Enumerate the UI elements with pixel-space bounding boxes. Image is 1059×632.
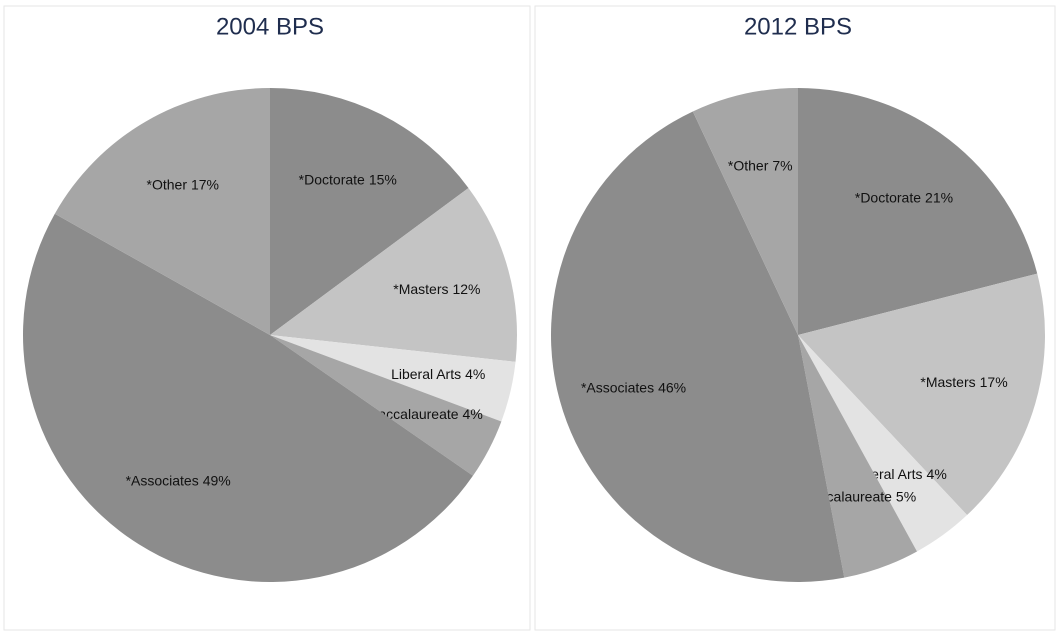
pie-slice [270, 335, 516, 422]
pie-slice [798, 273, 1045, 516]
slice-value: 15% [369, 171, 397, 187]
pie-slice [22, 213, 473, 583]
slice-category: Liberal Arts [391, 366, 461, 382]
pie-slice [798, 335, 917, 578]
slice-value: 5% [896, 488, 916, 504]
panel [3, 5, 531, 631]
chart-title: 2004 BPS [216, 13, 324, 40]
slice-category: *Masters [393, 281, 448, 297]
slice-label: *Masters 12% [393, 281, 480, 297]
slice-label: *Doctorate 15% [299, 171, 397, 187]
slice-category: *Other [147, 176, 188, 192]
slice-value: 21% [925, 189, 953, 205]
slice-label: *Masters 17% [920, 374, 1007, 390]
slice-value: 17% [191, 176, 219, 192]
slice-value: 12% [452, 281, 480, 297]
slice-value: 4% [463, 406, 483, 422]
pie-slice [270, 187, 517, 362]
slice-value: 46% [658, 379, 686, 395]
pie-slice [270, 335, 502, 476]
slice-category: *Other [728, 157, 769, 173]
panel [534, 5, 1056, 631]
pie-slice [551, 111, 845, 582]
slice-label: *Other 17% [147, 176, 220, 192]
slice-category: *Associates [581, 379, 654, 395]
slice-value: 4% [927, 466, 947, 482]
slice-label: *Associates 46% [581, 379, 686, 395]
chart-title: 2012 BPS [744, 13, 852, 40]
slice-label: *Doctorate 21% [855, 189, 953, 205]
pie-slice [270, 88, 469, 335]
slice-category: *Doctorate [855, 189, 921, 205]
pie-slice [798, 88, 1038, 335]
slice-category: *Associates [126, 472, 199, 488]
slice-label: *Other 7% [728, 157, 793, 173]
slice-value: 17% [980, 374, 1008, 390]
pie-slice [54, 88, 271, 335]
slice-category: *Doctorate [299, 171, 365, 187]
slice-label: Liberal Arts 4% [391, 366, 485, 382]
slice-value: 7% [772, 157, 792, 173]
slice-value: 4% [465, 366, 485, 382]
pie-slice [692, 88, 798, 335]
slice-label: *Associates 49% [126, 472, 231, 488]
slice-value: 49% [203, 472, 231, 488]
slice-category: *Masters [920, 374, 975, 390]
pie-slice [798, 335, 968, 552]
